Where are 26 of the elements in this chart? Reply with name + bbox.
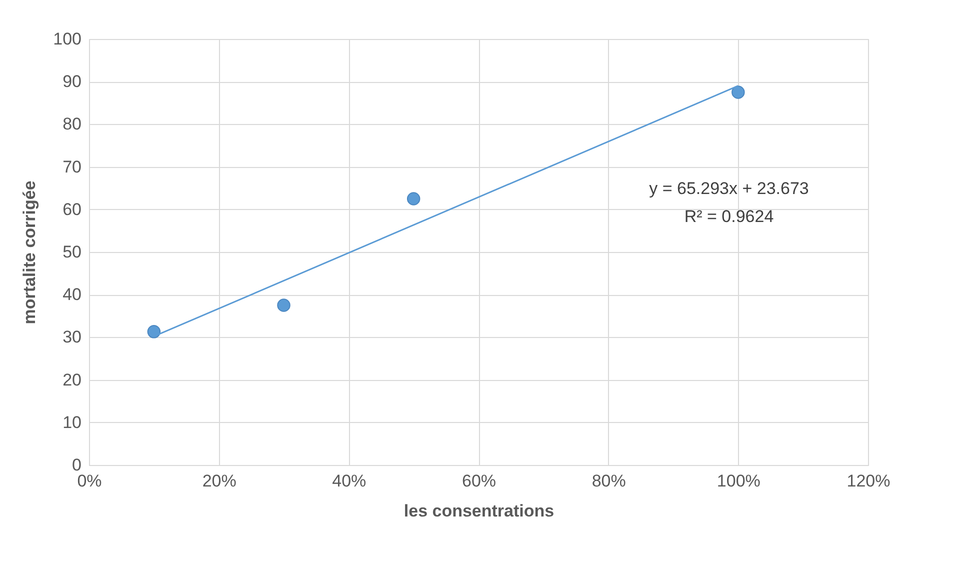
y-tick-label: 0 [72,456,82,474]
x-tick-label: 40% [332,472,366,490]
point [147,325,161,338]
x-tick-label: 120% [846,472,890,490]
x-tick-label: 20% [202,472,236,490]
x-tick-label: 0% [77,472,102,490]
x-tick-label: 80% [592,472,626,490]
x-tick-label: 60% [462,472,496,490]
y-tick-label: 70 [62,157,82,176]
x-axis-title: les consentrations [404,502,554,520]
y-tick-label: 40 [62,285,82,304]
y-tick-label: 50 [62,242,82,262]
annotation: R² = 0.9624 [684,207,774,226]
annotation: y = 65.293x + 23.673 [649,179,809,198]
point [732,86,745,99]
y-tick-label: 80 [62,114,82,134]
y-tick-label: 20 [62,370,82,390]
y-tick-label: 60 [62,200,82,219]
point [277,298,290,312]
y-tick-label: 30 [62,328,82,347]
y-axis-title: mortalite corrigée [20,180,40,324]
y-tick-label: 10 [62,412,82,432]
y-tick-label: 100 [53,30,82,48]
y-tick-label: 90 [62,72,82,92]
x-tick-label: 100% [716,472,760,490]
point [406,192,420,206]
